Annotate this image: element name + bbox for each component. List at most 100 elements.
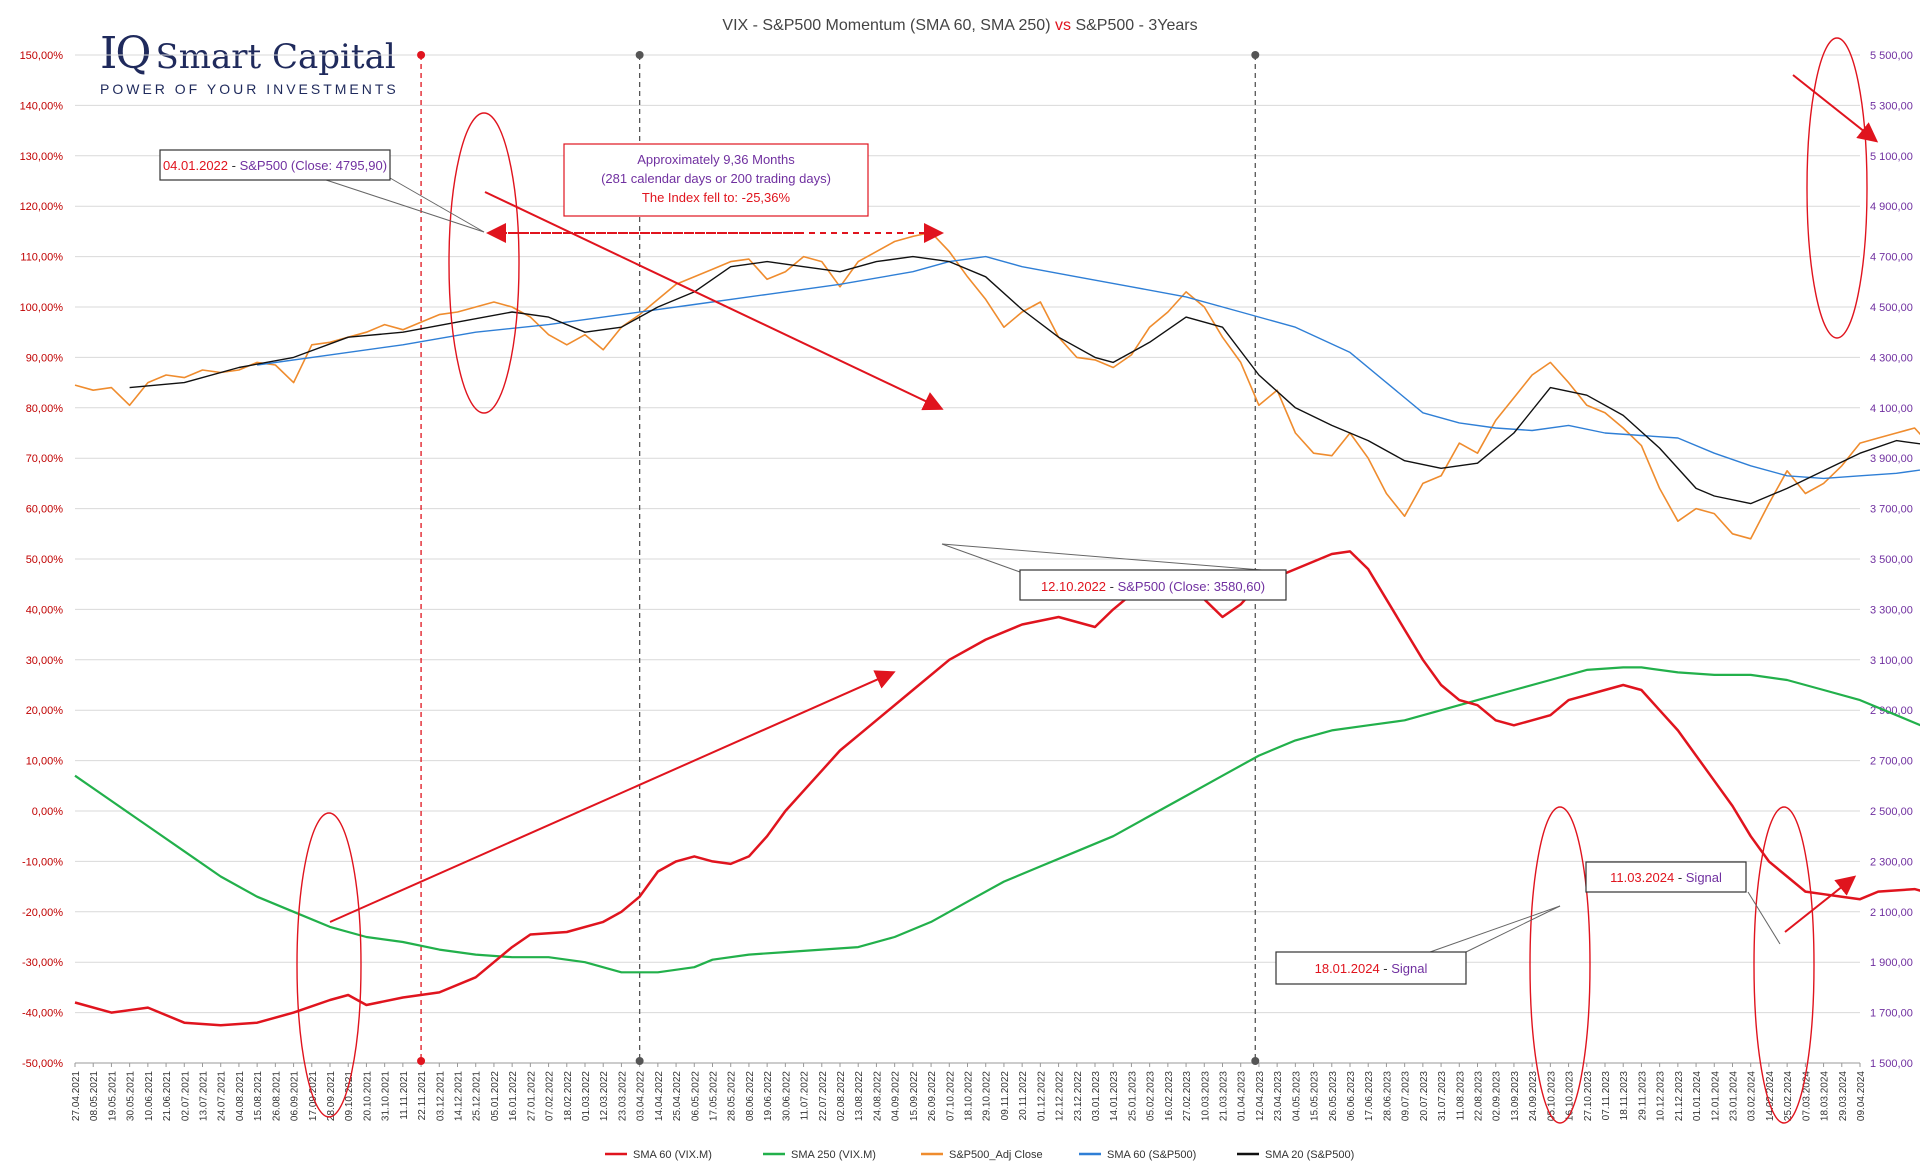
y-left-tick-label: -10,00%: [22, 856, 63, 868]
x-axis: 27.04.2021 08.05.2021 19.05.2021 30.05.2021…: [71, 1062, 1867, 1121]
x-tick-label: 12.12.2022: [1055, 1071, 1066, 1121]
brand-logo: IQ Smart Capital POWER OF YOUR INVESTMENT…: [100, 28, 399, 97]
x-tick-label: 27.04.2021: [71, 1071, 82, 1121]
y-left-tick-label: 120,00%: [20, 201, 64, 213]
legend-label: SMA 60 (S&P500): [1107, 1149, 1196, 1161]
x-tick-label: 03.04.2022: [636, 1071, 647, 1121]
x-tick-label: 13.08.2022: [854, 1071, 865, 1121]
y-left-tick-label: -20,00%: [22, 907, 63, 919]
x-tick-label: 14.04.2022: [654, 1071, 665, 1121]
x-tick-label: 08.05.2021: [89, 1071, 100, 1121]
highlight-ellipse: [1753, 806, 1815, 1124]
highlight-ellipse: [1806, 37, 1868, 339]
x-tick-label: 01.12.2022: [1036, 1071, 1047, 1121]
arrow: [1792, 74, 1879, 143]
annotation-box: [159, 149, 391, 181]
x-tick-label: 26.09.2022: [927, 1071, 938, 1121]
x-tick-label: 28.09.2021: [326, 1071, 337, 1121]
annotation-box: [563, 143, 869, 217]
x-tick-label: 22.08.2023: [1474, 1071, 1485, 1121]
y-right-tick-label: 3 900,00: [1870, 453, 1913, 465]
x-tick-label: 05.01.2022: [490, 1071, 501, 1121]
x-tick-label: 03.02.2024: [1747, 1071, 1758, 1121]
x-tick-label: 05.10.2023: [1546, 1071, 1557, 1121]
y-right-tick-label: 4 300,00: [1870, 352, 1913, 364]
y-axis-right: 5 500,00 5 300,00 5 100,00 4 900,00 4 700,00…: [1870, 50, 1913, 1070]
annotation-box: [1019, 569, 1287, 601]
annotation-jan-2022: 04.01.2022 - S&P500 (Close: 4795,90): [163, 158, 387, 173]
annotation-oct-2022: 12.10.2022 - S&P500 (Close: 3580,60): [1041, 579, 1265, 594]
y-left-tick-label: 150,00%: [20, 50, 64, 62]
signal-dot-top: [635, 51, 644, 59]
x-tick-label: 25.02.2024: [1783, 1071, 1794, 1121]
y-left-tick-label: 140,00%: [20, 100, 64, 112]
x-tick-label: 12.01.2024: [1710, 1071, 1721, 1121]
x-tick-label: 25.12.2021: [472, 1071, 483, 1121]
x-tick-label: 22.11.2021: [417, 1071, 428, 1121]
x-tick-label: 19.06.2022: [763, 1071, 774, 1121]
x-tick-label: 01.01.2024: [1692, 1071, 1703, 1121]
x-tick-label: 17.06.2023: [1364, 1071, 1375, 1121]
series-line-s-p500-adj-close: [74, 231, 1920, 540]
y-right-tick-label: 5 300,00: [1870, 100, 1913, 112]
x-tick-label: 11.07.2022: [800, 1071, 811, 1121]
y-right-tick-label: 3 100,00: [1870, 655, 1913, 667]
x-tick-label: 18.10.2022: [964, 1071, 975, 1121]
y-left-tick-label: 30,00%: [26, 655, 64, 667]
x-tick-label: 03.12.2021: [435, 1071, 446, 1121]
series-lines: [74, 231, 1920, 1027]
legend-label: SMA 250 (VIX.M): [791, 1149, 876, 1161]
x-tick-label: 07.11.2023: [1601, 1071, 1612, 1121]
x-tick-label: 20.11.2022: [1018, 1071, 1029, 1121]
x-tick-label: 29.10.2022: [982, 1071, 993, 1121]
x-tick-label: 16.02.2023: [1164, 1071, 1175, 1121]
x-tick-label: 12.03.2022: [599, 1071, 610, 1121]
y-left-tick-label: -30,00%: [22, 957, 63, 969]
x-tick-label: 15.08.2021: [253, 1071, 264, 1121]
x-tick-label: 01.04.2023: [1237, 1071, 1248, 1121]
x-tick-label: 24.09.2023: [1528, 1071, 1539, 1121]
x-tick-label: 29.11.2023: [1637, 1071, 1648, 1121]
leader-line: [941, 543, 1021, 573]
x-tick-label: 14.01.2023: [1109, 1071, 1120, 1121]
x-tick-label: 30.05.2021: [126, 1071, 137, 1121]
annotation-box: [1585, 861, 1747, 893]
x-tick-label: 26.08.2021: [271, 1071, 282, 1121]
x-tick-label: 09.10.2021: [344, 1071, 355, 1121]
annotation-months: Approximately 9,36 Months: [637, 152, 795, 167]
y-right-tick-label: 2 700,00: [1870, 756, 1913, 768]
x-tick-label: 08.06.2022: [745, 1071, 756, 1121]
highlight-ellipse: [1529, 806, 1591, 1124]
series-line-sma-60-s-p500-: [257, 255, 1920, 480]
legend-label: SMA 20 (S&P500): [1265, 1149, 1354, 1161]
highlight-ellipse: [296, 812, 362, 1118]
y-right-tick-label: 3 500,00: [1870, 554, 1913, 566]
x-tick-label: 28.05.2022: [727, 1071, 738, 1121]
x-tick-label: 09.04.2024: [1856, 1071, 1867, 1121]
x-tick-label: 04.09.2022: [891, 1071, 902, 1121]
x-tick-label: 27.10.2023: [1583, 1071, 1594, 1121]
x-tick-label: 23.04.2023: [1273, 1071, 1284, 1121]
x-tick-label: 18.11.2023: [1619, 1071, 1630, 1121]
y-left-tick-label: 0,00%: [32, 806, 63, 818]
x-tick-label: 10.12.2023: [1656, 1071, 1667, 1121]
annotation-signal-jan-2024: 18.01.2024 - Signal: [1315, 961, 1428, 976]
leader-line: [389, 177, 485, 233]
x-tick-label: 16.10.2023: [1565, 1071, 1576, 1121]
x-tick-label: 02.08.2022: [836, 1071, 847, 1121]
x-tick-label: 04.08.2021: [235, 1071, 246, 1121]
x-tick-label: 13.09.2023: [1510, 1071, 1521, 1121]
x-tick-label: 24.08.2022: [872, 1071, 883, 1121]
series-line-sma-60-vix-m-: [74, 550, 1920, 1027]
y-left-tick-label: 10,00%: [26, 756, 64, 768]
x-tick-label: 23.12.2022: [1073, 1071, 1084, 1121]
signal-dot-bottom: [417, 1057, 426, 1065]
leader-line: [1429, 905, 1561, 953]
x-tick-label: 07.02.2022: [545, 1071, 556, 1121]
y-right-tick-label: 1 500,00: [1870, 1058, 1913, 1070]
x-tick-label: 06.06.2023: [1346, 1071, 1357, 1121]
y-right-tick-label: 5 500,00: [1870, 50, 1913, 62]
y-left-tick-label: -50,00%: [22, 1058, 63, 1070]
x-tick-label: 29.03.2024: [1838, 1071, 1849, 1121]
x-tick-label: 26.05.2023: [1328, 1071, 1339, 1121]
